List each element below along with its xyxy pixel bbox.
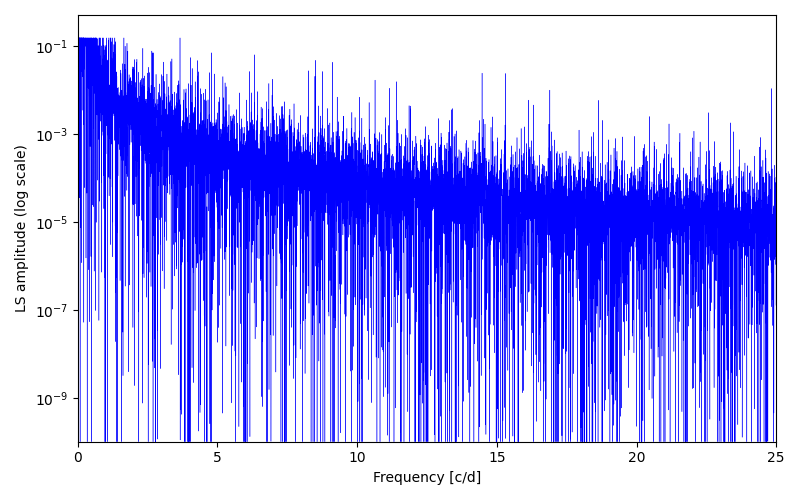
Y-axis label: LS amplitude (log scale): LS amplitude (log scale) bbox=[15, 144, 29, 312]
X-axis label: Frequency [c/d]: Frequency [c/d] bbox=[373, 471, 481, 485]
